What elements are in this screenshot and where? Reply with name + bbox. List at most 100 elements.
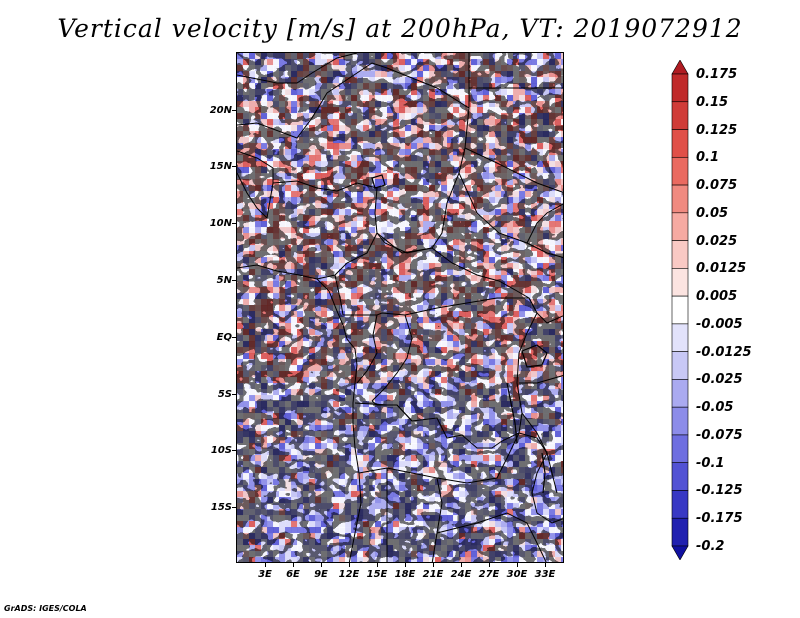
footer-credit: GrADS: IGES/COLA: [4, 604, 87, 613]
colorbar-bin: [671, 240, 689, 269]
lon-label-27e: 27E: [478, 569, 500, 580]
lon-label-12e: 12E: [338, 569, 360, 580]
border-zambia: [436, 432, 558, 494]
lat-label-10s: 10S: [210, 445, 232, 456]
map-plot: [237, 53, 563, 562]
lon-label-3e: 3E: [258, 569, 272, 580]
lake-victoria: [521, 344, 548, 368]
lat-tick: [232, 507, 236, 508]
colorbar-bin: [671, 73, 689, 103]
colorbar-bin: [671, 295, 689, 325]
colorbar-top-arrow: [671, 60, 689, 75]
colorbar-bin: [671, 129, 689, 158]
lon-tick: [293, 563, 294, 567]
lakes: [371, 174, 548, 494]
lat-tick: [232, 394, 236, 395]
lake-chad: [371, 174, 386, 189]
border-niger: [237, 72, 358, 139]
border-mali: [237, 53, 358, 84]
lon-tick: [405, 563, 406, 567]
lon-label-15e: 15E: [366, 569, 388, 580]
lat-label-5n: 5N: [216, 275, 232, 286]
colorbar-bin: [671, 268, 689, 297]
colorbar-label: -0.1: [696, 455, 725, 471]
lon-label-18e: 18E: [394, 569, 416, 580]
lon-tick: [433, 563, 434, 567]
colorbar-label: 0.125: [696, 122, 738, 138]
colorbar-label: -0.075: [696, 427, 743, 443]
colorbar-bin: [671, 212, 689, 241]
lon-label-33e: 33E: [534, 569, 556, 580]
colorbar-bin: [671, 156, 689, 186]
lon-label-9e: 9E: [314, 569, 328, 580]
colorbar-bin: [671, 379, 689, 408]
lat-tick: [232, 337, 236, 338]
country-borders: [237, 53, 563, 562]
colorbar-label: 0.15: [696, 94, 729, 110]
colorbar-label: 0.0125: [696, 261, 747, 277]
border-cameroon: [334, 274, 406, 316]
lat-label-5s: 5S: [217, 389, 232, 400]
lon-tick: [545, 563, 546, 567]
lon-tick: [265, 563, 266, 567]
lat-label-eq: EQ: [216, 332, 232, 343]
border-ghana-togo: [237, 172, 274, 220]
colorbar-label: -0.125: [696, 483, 743, 499]
lon-tick: [517, 563, 518, 567]
lon-label-30e: 30E: [506, 569, 528, 580]
lat-label-15n: 15N: [209, 161, 232, 172]
colorbar-bin: [671, 184, 689, 214]
lat-label-10n: 10N: [209, 218, 232, 229]
colorbar: [671, 60, 689, 560]
lake-tanganyika: [506, 382, 518, 444]
colorbar-label: -0.05: [696, 400, 734, 416]
lon-label-21e: 21E: [422, 569, 444, 580]
border-congo: [356, 314, 413, 402]
border-namibia-botswana: [386, 468, 547, 562]
colorbar-label: -0.0125: [696, 344, 752, 360]
colorbar-bin: [671, 406, 689, 436]
border-mozambique: [531, 452, 563, 524]
lon-label-6e: 6E: [286, 569, 300, 580]
chart-title: Vertical velocity [m/s] at 200hPa, VT: 2…: [57, 14, 743, 43]
lon-tick: [489, 563, 490, 567]
colorbar-label: -0.025: [696, 372, 743, 388]
colorbar-bin: [671, 490, 689, 519]
colorbar-bin: [671, 434, 689, 464]
colorbar-bin: [671, 323, 689, 352]
lon-tick: [461, 563, 462, 567]
lon-label-24e: 24E: [450, 569, 472, 580]
border-nigeria: [272, 180, 378, 280]
colorbar-label: -0.175: [696, 511, 743, 527]
colorbar-label: 0.005: [696, 289, 738, 305]
colorbar-bin: [671, 462, 689, 491]
map-panel: [236, 52, 564, 563]
border-burkina: [237, 150, 274, 183]
colorbar-bin: [671, 351, 689, 380]
colorbar-label: 0.075: [696, 178, 738, 194]
border-sudan: [464, 53, 563, 193]
border-car: [376, 232, 530, 299]
lat-tick: [232, 166, 236, 167]
lon-tick: [349, 563, 350, 567]
lake-malawi: [541, 452, 546, 494]
lat-label-15s: 15S: [210, 502, 232, 513]
lat-tick: [232, 110, 236, 111]
colorbar-label: 0.05: [696, 205, 729, 221]
noise-texture: [237, 53, 563, 562]
colorbar-bin: [671, 101, 689, 130]
colorbar-bin: [671, 517, 689, 547]
lat-tick: [232, 450, 236, 451]
lon-tick: [321, 563, 322, 567]
colorbar-label: 0.025: [696, 233, 738, 249]
border-ethiopia: [526, 203, 563, 244]
lat-tick: [232, 280, 236, 281]
colorbar-bottom-arrow: [671, 545, 689, 560]
lat-tick: [232, 223, 236, 224]
colorbar-label: -0.2: [696, 539, 725, 554]
lat-label-20n: 20N: [209, 105, 232, 116]
border-tanzania: [519, 375, 563, 454]
border-uganda-kenya: [528, 297, 563, 324]
colorbar-label: -0.005: [696, 316, 743, 332]
colorbar-label: 0.1: [696, 150, 720, 166]
